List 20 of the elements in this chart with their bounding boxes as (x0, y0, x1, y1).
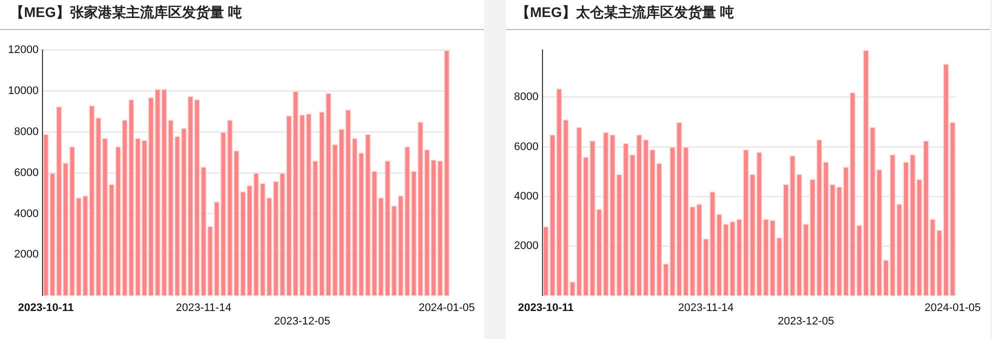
x-tick-label: 2023-10-11 (18, 302, 74, 314)
y-tick-label: 4000 (514, 190, 538, 202)
x-tick-label: 2023-11-14 (678, 302, 734, 314)
x-tick-label: 2023-12-05 (274, 315, 330, 328)
y-tick-label: 10000 (8, 84, 39, 97)
chart-title: 【MEG】太仓某主流库区发货量 吨 (516, 4, 734, 22)
x-tick-label: 2023-10-11 (518, 302, 574, 314)
y-tick-label: 8000 (514, 91, 538, 104)
x-tick-label: 2023-12-05 (778, 315, 834, 328)
y-tick-label: 12000 (8, 44, 39, 56)
y-tick-label: 8000 (14, 126, 39, 138)
chart-title: 【MEG】张家港某主流库区发货量 吨 (10, 4, 242, 22)
y-tick-label: 2000 (14, 248, 39, 261)
x-tick-label: 2024-01-05 (418, 302, 475, 314)
y-tick-label: 6000 (14, 166, 39, 179)
x-tick-label: 2024-01-05 (924, 302, 981, 314)
y-tick-label: 4000 (14, 208, 39, 220)
x-tick-label: 2023-11-14 (176, 302, 232, 314)
y-tick-label: 2000 (514, 240, 538, 252)
y-tick-label: 6000 (514, 140, 538, 153)
